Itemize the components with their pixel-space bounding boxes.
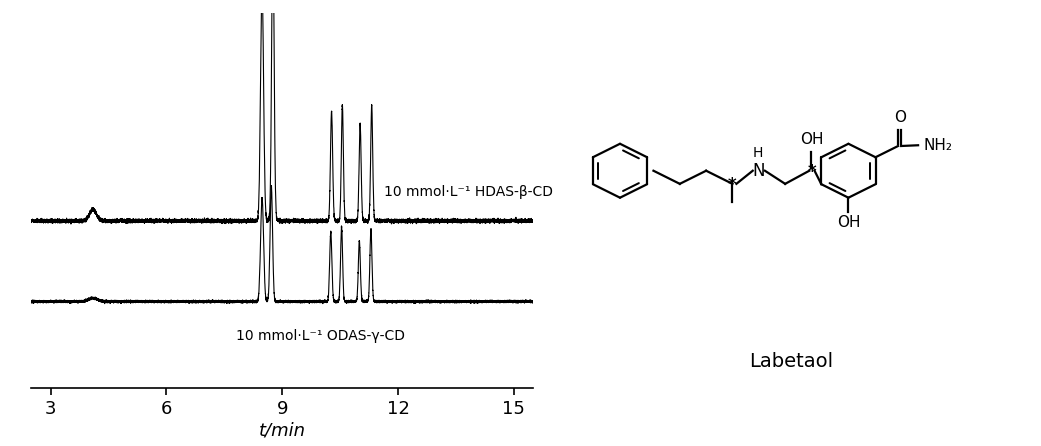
Text: 10 mmol·L⁻¹ ODAS-γ-CD: 10 mmol·L⁻¹ ODAS-γ-CD xyxy=(236,329,405,343)
Text: 10 mmol·L⁻¹ HDAS-β-CD: 10 mmol·L⁻¹ HDAS-β-CD xyxy=(384,185,554,199)
Text: OH: OH xyxy=(837,215,860,230)
Text: O: O xyxy=(894,110,907,124)
Text: *: * xyxy=(808,163,817,181)
X-axis label: t/min: t/min xyxy=(258,422,306,440)
Text: Labetaol: Labetaol xyxy=(750,352,834,372)
Text: *: * xyxy=(728,176,737,194)
Text: NH₂: NH₂ xyxy=(923,138,953,153)
Text: N: N xyxy=(753,162,765,180)
Text: OH: OH xyxy=(799,132,823,147)
Text: H: H xyxy=(753,146,763,160)
